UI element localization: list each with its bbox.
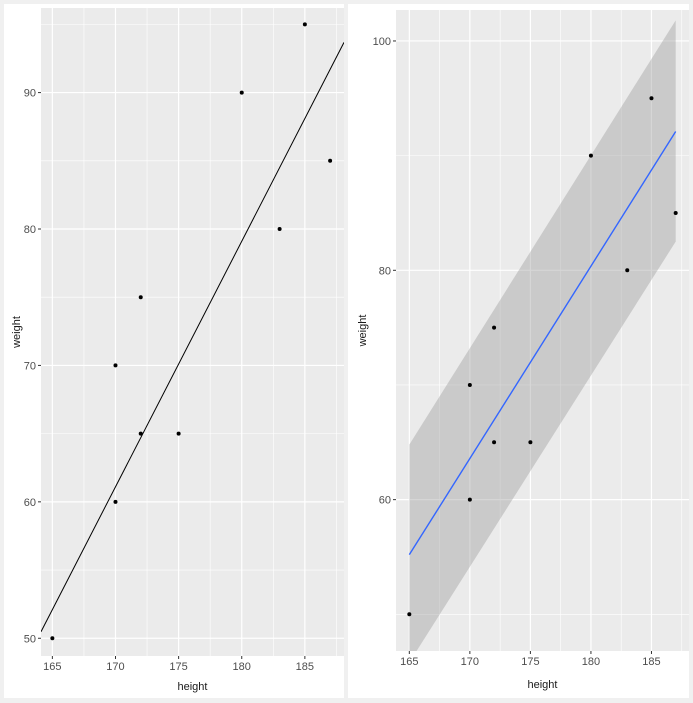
x-tick-label: 170 <box>106 661 124 673</box>
regression-line <box>41 42 344 632</box>
x-tick-label: 180 <box>233 661 251 673</box>
data-point <box>302 22 307 27</box>
x-tick-label: 180 <box>582 656 600 668</box>
data-point <box>673 210 678 215</box>
data-point <box>138 431 143 436</box>
smooth-fit-line <box>408 131 677 556</box>
data-point <box>467 497 472 502</box>
data-point <box>528 440 533 445</box>
y-tick-label: 50 <box>24 633 36 645</box>
plot-panel-1: 165 170 175 180 185 50 60 70 80 90 height weight <box>4 4 344 698</box>
x-axis-title: height <box>528 679 558 691</box>
data-point <box>50 636 55 641</box>
y-axis-title: weight <box>11 316 23 349</box>
x-tick-label: 165 <box>43 661 61 673</box>
x-tick-label: 185 <box>642 656 660 668</box>
data-point <box>277 227 282 232</box>
x-tick-label: 175 <box>169 661 187 673</box>
data-point <box>113 363 118 368</box>
data-point <box>239 90 244 95</box>
data-point <box>138 295 143 300</box>
data-point <box>588 153 593 158</box>
confidence-band <box>409 20 676 651</box>
data-point <box>176 431 181 436</box>
panel-background <box>41 8 344 656</box>
data-point <box>407 612 412 617</box>
x-tick-label: 170 <box>461 656 479 668</box>
data-point <box>492 325 497 330</box>
data-point <box>467 382 472 387</box>
x-axis-title: height <box>178 681 208 693</box>
data-point <box>113 499 118 504</box>
y-tick-label: 100 <box>373 36 391 48</box>
y-tick-label: 90 <box>24 88 36 100</box>
y-tick-label: 80 <box>24 224 36 236</box>
x-tick-label: 175 <box>521 656 539 668</box>
panel-background <box>396 10 689 651</box>
plot-panel-2: 165 170 175 180 185 60 80 100 height weight <box>348 4 689 698</box>
x-tick-label: 185 <box>296 661 314 673</box>
y-tick-label: 80 <box>379 265 391 277</box>
data-point <box>328 158 333 163</box>
data-point <box>649 96 654 101</box>
data-point <box>492 440 497 445</box>
y-axis-title: weight <box>357 315 369 348</box>
data-point <box>625 268 630 273</box>
y-tick-label: 70 <box>24 360 36 372</box>
x-tick-label: 165 <box>400 656 418 668</box>
y-tick-label: 60 <box>379 495 391 507</box>
y-tick-label: 60 <box>24 497 36 509</box>
